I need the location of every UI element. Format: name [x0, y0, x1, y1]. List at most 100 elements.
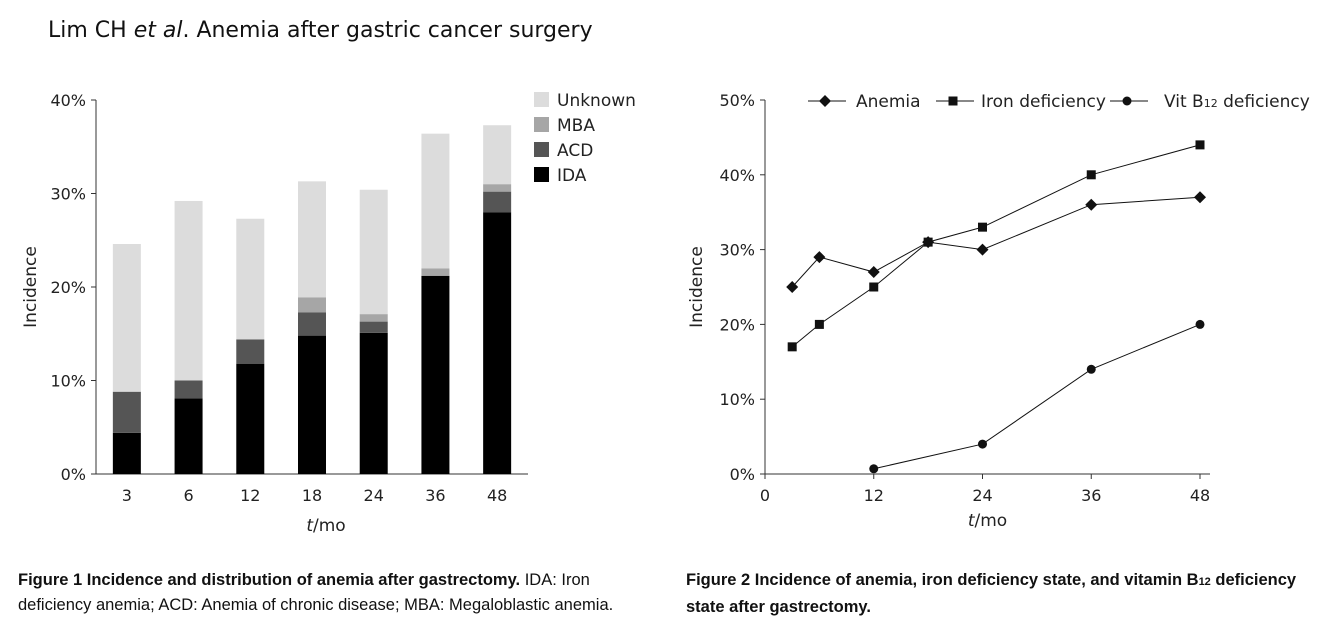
- fig2-legend-label-vitb12-deficiency: Vit B12 deficiency: [1164, 92, 1310, 112]
- fig1-bar-unknown: [112, 243, 141, 392]
- fig1-y-tick-label: 30%: [50, 185, 86, 204]
- fig2-x-tick-label: 36: [1081, 486, 1101, 505]
- fig2-y-tick-label: 10%: [719, 390, 755, 409]
- fig1-x-axis-label: t/mo: [306, 516, 345, 536]
- header-title: . Anemia after gastric cancer surgery: [182, 18, 593, 43]
- fig1-x-axis-label-unit: /mo: [313, 516, 346, 536]
- fig1-y-tick-label: 40%: [50, 91, 86, 110]
- fig1-legend-label-ida: IDA: [557, 166, 587, 186]
- fig1-bar-ida: [298, 335, 326, 474]
- fig2-point-diamond: [813, 251, 826, 264]
- fig2-legend-label-vitb-part: Vit B: [1164, 92, 1204, 112]
- fig1-bar-unknown: [359, 189, 388, 315]
- fig1-bar-unknown: [421, 133, 450, 269]
- fig1-bar-acd: [174, 380, 203, 399]
- fig1-bar-ida: [421, 275, 450, 474]
- fig1-x-tick-label: 18: [302, 486, 322, 505]
- fig1-bar-acd: [112, 391, 141, 433]
- fig1-bar-mba: [298, 297, 326, 313]
- fig2-legend-label-deficiency-part: deficiency: [1218, 92, 1310, 112]
- fig1-y-tick-label: 0%: [61, 465, 86, 484]
- fig1-y-tick-label: 20%: [50, 278, 86, 297]
- fig1-legend-label-acd: ACD: [557, 141, 593, 161]
- fig1-legend-swatch-acd: [534, 142, 549, 157]
- figures-canvas: 0%10%20%30%40%3 6 12 18 24 36 48t/moIncidenceU…: [21, 91, 1310, 536]
- fig1-x-tick-label: 6: [183, 486, 193, 505]
- fig2-y-tick-label: 50%: [719, 91, 755, 110]
- fig2-point-circle: [978, 439, 987, 449]
- fig1-x-tick-label: 3: [122, 486, 132, 505]
- fig1-x-tick-label: 36: [425, 486, 445, 505]
- fig1-x-tick-label: 12: [240, 486, 260, 505]
- fig2-point-square: [869, 282, 879, 292]
- fig2-point-square: [787, 342, 797, 352]
- fig2-point-diamond: [1194, 191, 1206, 204]
- fig1-legend-label-mba: MBA: [557, 116, 595, 136]
- fig1-x-axis-label-var: t: [306, 516, 314, 536]
- fig2-legend-label-iron-deficiency: Iron deficiency: [981, 92, 1106, 112]
- fig2-series-line-diamond: [791, 196, 1201, 288]
- fig1-y-tick-label: 10%: [50, 372, 86, 391]
- fig2-y-tick-label: 40%: [719, 166, 755, 185]
- fig2-legend-label-anemia: Anemia: [856, 92, 921, 112]
- fig2-x-axis-label-unit: /mo: [974, 511, 1007, 531]
- fig1-legend-swatch-mba: [534, 117, 549, 132]
- fig1-x-tick-label: 48: [487, 486, 507, 505]
- fig2-point-circle: [1086, 364, 1096, 374]
- figure2-caption-part-a: Figure 2 Incidence of anemia, iron defic…: [686, 571, 1199, 589]
- fig2-legend-marker-anemia: [819, 95, 831, 107]
- figure2-caption-subscript: 12: [1198, 576, 1211, 588]
- fig1-legend-label-unknown: Unknown: [557, 91, 636, 111]
- fig1-bar-ida: [359, 332, 388, 474]
- fig1-bar-ida: [236, 363, 265, 474]
- fig2-point-square: [978, 222, 987, 232]
- fig2-point-square: [1195, 140, 1205, 150]
- fig2-point-circle: [869, 464, 879, 474]
- fig2-x-axis-label-var: t: [968, 511, 976, 531]
- fig2-point-circle: [1195, 319, 1205, 329]
- figure1-caption-title: Figure 1 Incidence and distribution of a…: [18, 571, 521, 589]
- fig1-bar-ida: [174, 398, 203, 474]
- fig2-point-diamond: [786, 281, 799, 293]
- fig1-bar-mba: [359, 314, 388, 322]
- fig1-bar-acd: [298, 312, 326, 336]
- figure2-caption-title: Figure 2 Incidence of anemia, iron defic…: [686, 571, 1296, 616]
- fig1-bar-acd: [236, 339, 265, 364]
- fig1-bar-mba: [483, 184, 512, 192]
- fig1-bar-unknown: [483, 125, 512, 185]
- fig1-y-axis-label: Incidence: [21, 246, 41, 328]
- fig1-bar-unknown: [236, 218, 265, 340]
- fig1-bar-mba: [421, 268, 450, 276]
- fig2-point-diamond: [867, 266, 880, 279]
- fig1-legend-swatch-ida: [534, 167, 549, 182]
- fig2-x-tick-label: 48: [1190, 486, 1210, 505]
- fig1-bar-unknown: [174, 200, 203, 381]
- fig2-point-diamond: [976, 243, 989, 256]
- fig2-legend-marker-iron-deficiency: [948, 96, 958, 106]
- figure2-caption: Figure 2 Incidence of anemia, iron defic…: [686, 568, 1306, 620]
- fig2-series-line-circle: [873, 323, 1201, 470]
- fig1-x-tick-label: 24: [364, 486, 384, 505]
- fig1-bar-ida: [483, 212, 512, 474]
- fig2-x-tick-label: 12: [864, 486, 884, 505]
- fig2-legend-marker-vitb12-deficiency: [1122, 96, 1132, 106]
- fig2-point-diamond: [1085, 198, 1098, 211]
- fig2-point-square: [814, 319, 824, 329]
- fig2-x-tick-label: 0: [760, 486, 770, 505]
- fig2-y-tick-label: 0%: [730, 465, 755, 484]
- fig2-x-axis-label: t/mo: [968, 511, 1007, 531]
- figure1-caption-body: IDA: Iron deficiency anemia; ACD: Anemia…: [18, 571, 614, 614]
- fig1-bar-unknown: [298, 181, 326, 298]
- fig2-series-line-square: [791, 144, 1201, 348]
- fig1-bar-acd: [359, 321, 388, 333]
- header-etal: et al: [133, 18, 183, 43]
- fig2-y-tick-label: 20%: [719, 315, 755, 334]
- figure1-caption: Figure 1 Incidence and distribution of a…: [18, 568, 658, 618]
- fig1-bar-ida: [112, 432, 141, 474]
- fig1-legend-swatch-unknown: [534, 92, 549, 107]
- fig2-legend-label-subscript: 12: [1204, 97, 1218, 110]
- fig2-x-tick-label: 24: [972, 486, 992, 505]
- page-header: Lim CH et al. Anemia after gastric cance…: [48, 18, 593, 43]
- fig2-point-square: [923, 237, 933, 247]
- figure2-caption-part-b: deficiency state after gastrectomy.: [686, 571, 1297, 616]
